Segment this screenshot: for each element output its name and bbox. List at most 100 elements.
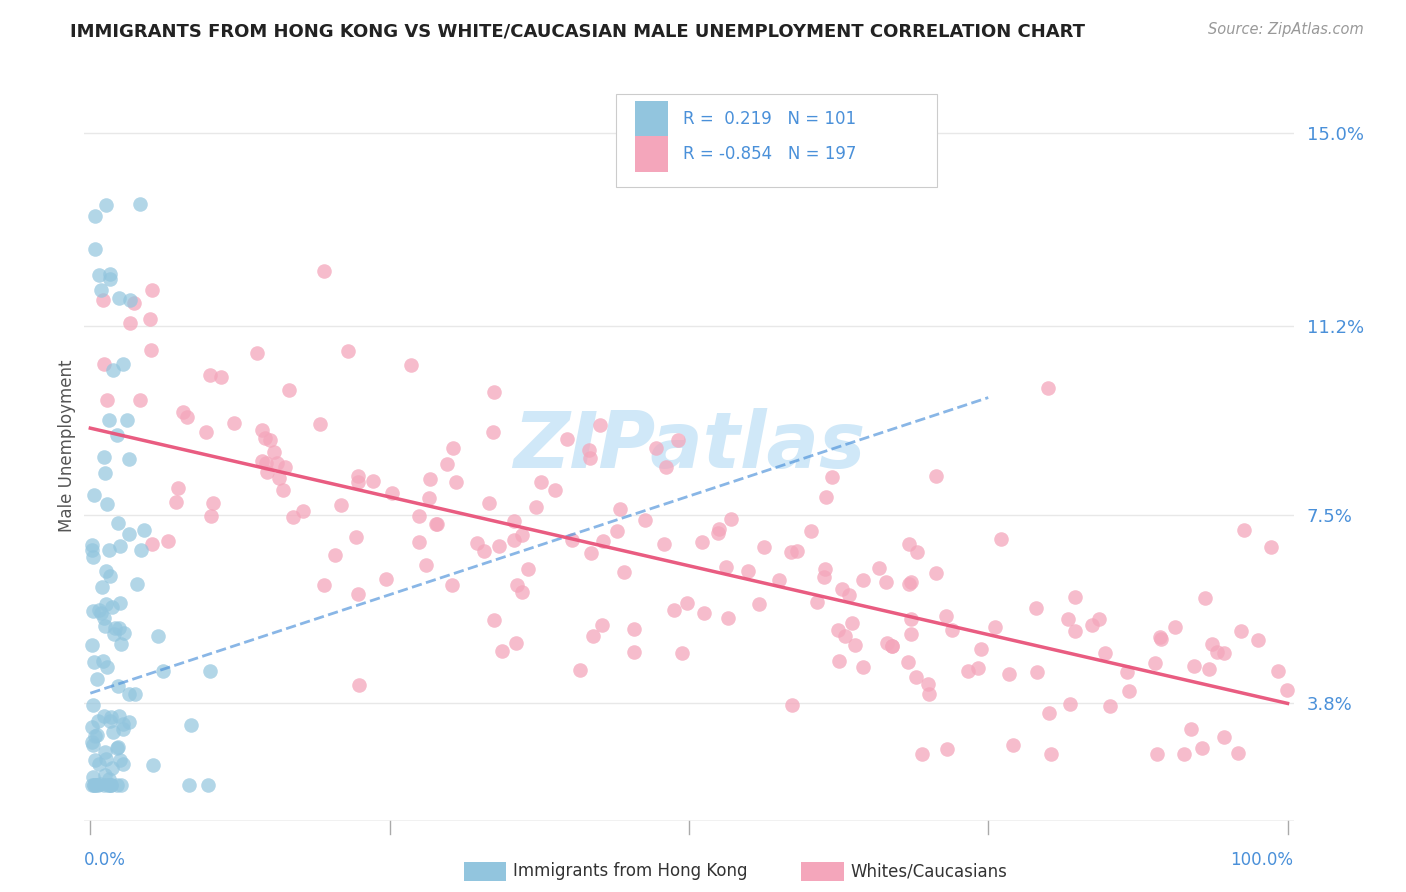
Point [1081,618,1104,632]
Point [96,392,118,407]
Point [956,664,979,678]
Point [200,664,222,678]
Point [925,566,948,580]
Point [613,565,636,579]
Point [1260,540,1282,554]
Point [875,575,897,590]
Point [344,530,367,544]
Point [506,578,529,592]
Point [97,778,120,792]
Point [80,735,103,749]
Point [110,637,132,651]
Point [1173,747,1195,762]
Point [905,670,928,684]
Point [89,268,111,282]
Point [488,539,510,553]
Point [108,753,131,767]
Point [90,607,112,621]
Point [1088,611,1111,625]
Point [129,392,152,407]
Point [312,577,335,591]
Point [868,560,890,574]
Point [900,612,922,626]
Point [84,753,107,767]
Point [1206,645,1229,659]
Point [898,537,921,551]
Point [201,495,224,509]
FancyBboxPatch shape [616,94,936,187]
Point [100,778,122,792]
Point [925,469,948,483]
Point [1094,646,1116,660]
Point [768,574,790,588]
Point [111,357,134,371]
Point [107,516,129,530]
Point [180,718,202,732]
Point [503,514,526,528]
Point [80,543,103,558]
Point [880,639,903,653]
Text: R =  0.219   N = 101: R = 0.219 N = 101 [683,110,856,128]
Point [1098,698,1121,713]
Point [87,756,110,771]
Point [253,431,276,445]
Point [1180,723,1202,737]
Point [323,548,346,562]
Point [838,588,860,602]
Point [117,687,139,701]
Point [707,525,730,540]
Point [737,564,759,578]
Point [252,453,274,467]
Point [347,678,370,692]
Point [89,777,111,791]
Point [118,527,141,541]
Point [1232,523,1254,537]
Point [94,752,117,766]
Point [100,710,122,724]
Point [482,385,505,400]
Point [82,549,104,564]
Point [107,679,129,693]
Point [98,569,121,583]
Point [1150,632,1173,647]
Point [90,283,112,297]
Point [692,606,714,620]
Point [111,757,134,772]
Point [814,562,837,576]
Point [517,562,540,576]
Point [200,509,222,524]
Point [1143,656,1166,670]
Point [941,623,963,637]
Point [194,425,217,439]
Point [813,570,835,584]
Point [690,535,713,549]
Point [132,523,155,537]
Point [267,471,290,485]
Point [671,646,693,660]
Point [246,346,269,360]
Point [1026,665,1049,679]
Point [748,597,770,611]
Point [105,428,128,442]
Point [1118,684,1140,698]
Point [821,470,844,484]
Point [1025,601,1047,615]
Point [176,409,198,424]
Point [408,535,430,549]
Point [644,441,666,455]
Point [83,209,105,223]
Point [897,655,920,669]
Point [94,768,117,782]
Point [139,343,162,357]
Point [834,629,856,643]
Point [491,644,513,658]
Point [93,466,115,480]
Point [108,539,131,553]
Point [93,778,115,792]
Point [1213,646,1236,660]
Point [254,456,277,470]
Point [100,778,122,792]
Point [96,660,118,674]
Point [440,578,463,592]
Point [806,594,828,608]
